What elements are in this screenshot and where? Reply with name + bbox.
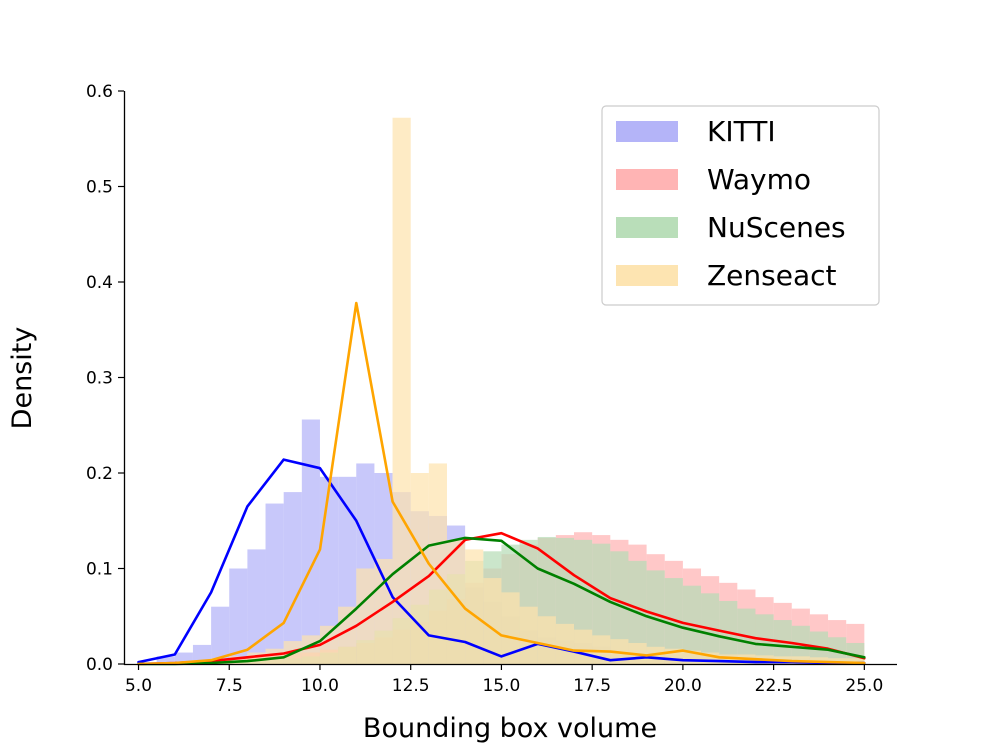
x-tick-label: 22.5 xyxy=(755,676,793,696)
x-tick-label: 15.0 xyxy=(482,676,520,696)
kitti-hist-bar xyxy=(192,644,212,664)
zenseact-hist-bar xyxy=(719,654,738,664)
kitti-hist-bar xyxy=(211,606,230,664)
x-tick-label: 12.5 xyxy=(392,676,430,696)
nuscenes-hist-bar xyxy=(610,551,629,664)
x-tick-label: 17.5 xyxy=(573,676,611,696)
histogram-bars xyxy=(138,117,865,665)
kitti-density-line xyxy=(137,458,866,665)
zenseact-hist-bar xyxy=(701,652,720,664)
legend-label-kitti: KITTI xyxy=(707,115,776,148)
nuscenes-density-line xyxy=(137,536,866,666)
legend-swatch-nuscenes xyxy=(616,217,678,238)
y-tick-label: 0.5 xyxy=(86,178,113,198)
zenseact-hist-bar xyxy=(428,463,447,664)
x-tick-label: 25.0 xyxy=(845,676,883,696)
zenseact-hist-bar xyxy=(465,549,484,664)
y-tick-label: 0.2 xyxy=(86,464,113,484)
legend-swatch-waymo xyxy=(616,169,678,190)
legend-swatch-zenseact xyxy=(616,265,678,286)
x-tick-label: 7.5 xyxy=(216,676,243,696)
zenseact-hist-bar xyxy=(574,629,593,664)
legend-label-zenseact: Zenseact xyxy=(707,259,837,292)
kitti-hist-bar xyxy=(247,549,266,664)
kitti-hist-bar xyxy=(156,656,175,664)
x-axis-title: Bounding box volume xyxy=(363,713,657,744)
zenseact-hist-bar xyxy=(265,648,284,664)
nuscenes-hist-bar xyxy=(592,543,611,664)
nuscenes-hist-bar xyxy=(646,570,665,664)
kitti-hist-bar xyxy=(229,568,248,664)
y-tick-label: 0.0 xyxy=(86,655,113,675)
zenseact-hist-bar xyxy=(229,656,248,664)
legend: KITTI Waymo NuScenes Zenseact xyxy=(601,105,880,306)
zenseact-hist-bar xyxy=(247,652,266,664)
kitti-hist-bar xyxy=(283,492,302,664)
x-ticks: 5.0 7.5 10.0 12.5 15.0 17.5 20.0 22.5 25.0 xyxy=(125,664,883,696)
zenseact-hist-bar xyxy=(537,616,556,664)
y-axis-title: Density xyxy=(7,327,38,430)
zenseact-hist-bar xyxy=(501,592,520,664)
zenseact-hist-bar xyxy=(356,568,375,664)
legend-swatch-kitti xyxy=(616,121,678,142)
kitti-hist-bar xyxy=(301,419,320,664)
legend-frame xyxy=(601,105,880,306)
legend-label-waymo: Waymo xyxy=(707,163,811,196)
y-tick-label: 0.6 xyxy=(86,82,113,102)
zenseact-hist-bar xyxy=(846,658,865,664)
zenseact-hist-bar xyxy=(446,539,466,664)
y-tick-label: 0.1 xyxy=(86,560,113,580)
zenseact-hist-bar xyxy=(483,578,502,664)
y-tick-label: 0.4 xyxy=(86,273,113,293)
zenseact-hist-bar xyxy=(410,473,429,664)
y-ticks: 0.0 0.1 0.2 0.3 0.4 0.5 0.6 xyxy=(86,82,124,675)
zenseact-density-line xyxy=(137,301,866,666)
density-lines xyxy=(137,301,866,666)
kitti-hist-bar xyxy=(265,503,284,664)
x-tick-label: 20.0 xyxy=(664,676,702,696)
legend-label-nuscenes: NuScenes xyxy=(707,211,846,244)
waymo-density-line xyxy=(137,531,866,666)
zenseact-hist-bar xyxy=(392,117,411,665)
zenseact-hist-bar xyxy=(555,623,575,664)
y-tick-label: 0.3 xyxy=(86,369,113,389)
zenseact-hist-bar xyxy=(519,606,538,664)
x-tick-label: 5.0 xyxy=(125,676,152,696)
axes xyxy=(123,91,897,666)
x-tick-label: 10.0 xyxy=(301,676,339,696)
kitti-hist-bar xyxy=(174,652,193,664)
